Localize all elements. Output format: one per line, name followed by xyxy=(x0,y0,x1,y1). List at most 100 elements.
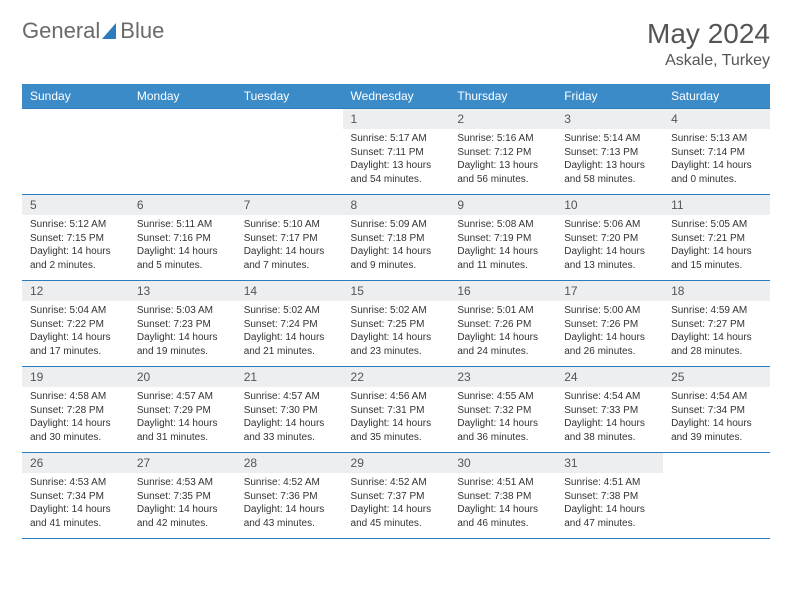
day-number: 18 xyxy=(663,281,770,301)
calendar-cell xyxy=(663,453,770,539)
calendar-cell: 12Sunrise: 5:04 AMSunset: 7:22 PMDayligh… xyxy=(22,281,129,367)
calendar-cell: 20Sunrise: 4:57 AMSunset: 7:29 PMDayligh… xyxy=(129,367,236,453)
day-number: 22 xyxy=(343,367,450,387)
calendar-week: 5Sunrise: 5:12 AMSunset: 7:15 PMDaylight… xyxy=(22,195,770,281)
calendar-week: 26Sunrise: 4:53 AMSunset: 7:34 PMDayligh… xyxy=(22,453,770,539)
calendar-cell: 28Sunrise: 4:52 AMSunset: 7:36 PMDayligh… xyxy=(236,453,343,539)
logo-sail-icon xyxy=(102,23,116,39)
day-details: Sunrise: 5:17 AMSunset: 7:11 PMDaylight:… xyxy=(343,129,450,190)
day-number: 12 xyxy=(22,281,129,301)
calendar-cell: 10Sunrise: 5:06 AMSunset: 7:20 PMDayligh… xyxy=(556,195,663,281)
day-number: 7 xyxy=(236,195,343,215)
calendar-cell xyxy=(22,109,129,195)
calendar-cell: 4Sunrise: 5:13 AMSunset: 7:14 PMDaylight… xyxy=(663,109,770,195)
day-header: Friday xyxy=(556,84,663,109)
calendar-cell: 23Sunrise: 4:55 AMSunset: 7:32 PMDayligh… xyxy=(449,367,556,453)
logo: General Blue xyxy=(22,18,164,44)
day-number: 25 xyxy=(663,367,770,387)
day-header: Wednesday xyxy=(343,84,450,109)
calendar-cell: 16Sunrise: 5:01 AMSunset: 7:26 PMDayligh… xyxy=(449,281,556,367)
calendar-week: 19Sunrise: 4:58 AMSunset: 7:28 PMDayligh… xyxy=(22,367,770,453)
calendar-week: 12Sunrise: 5:04 AMSunset: 7:22 PMDayligh… xyxy=(22,281,770,367)
day-number: 1 xyxy=(343,109,450,129)
day-number: 11 xyxy=(663,195,770,215)
day-details: Sunrise: 5:01 AMSunset: 7:26 PMDaylight:… xyxy=(449,301,556,362)
calendar-cell: 8Sunrise: 5:09 AMSunset: 7:18 PMDaylight… xyxy=(343,195,450,281)
day-details: Sunrise: 4:56 AMSunset: 7:31 PMDaylight:… xyxy=(343,387,450,448)
calendar-cell: 27Sunrise: 4:53 AMSunset: 7:35 PMDayligh… xyxy=(129,453,236,539)
calendar-cell: 24Sunrise: 4:54 AMSunset: 7:33 PMDayligh… xyxy=(556,367,663,453)
day-details: Sunrise: 4:51 AMSunset: 7:38 PMDaylight:… xyxy=(556,473,663,534)
calendar-cell: 14Sunrise: 5:02 AMSunset: 7:24 PMDayligh… xyxy=(236,281,343,367)
calendar-cell: 5Sunrise: 5:12 AMSunset: 7:15 PMDaylight… xyxy=(22,195,129,281)
calendar-cell: 1Sunrise: 5:17 AMSunset: 7:11 PMDaylight… xyxy=(343,109,450,195)
day-number: 20 xyxy=(129,367,236,387)
calendar-cell: 15Sunrise: 5:02 AMSunset: 7:25 PMDayligh… xyxy=(343,281,450,367)
day-details: Sunrise: 5:08 AMSunset: 7:19 PMDaylight:… xyxy=(449,215,556,276)
calendar-table: SundayMondayTuesdayWednesdayThursdayFrid… xyxy=(22,84,770,539)
day-number: 23 xyxy=(449,367,556,387)
day-details: Sunrise: 5:10 AMSunset: 7:17 PMDaylight:… xyxy=(236,215,343,276)
calendar-cell: 7Sunrise: 5:10 AMSunset: 7:17 PMDaylight… xyxy=(236,195,343,281)
day-details: Sunrise: 4:54 AMSunset: 7:33 PMDaylight:… xyxy=(556,387,663,448)
calendar-cell: 21Sunrise: 4:57 AMSunset: 7:30 PMDayligh… xyxy=(236,367,343,453)
day-details: Sunrise: 5:11 AMSunset: 7:16 PMDaylight:… xyxy=(129,215,236,276)
calendar-cell: 13Sunrise: 5:03 AMSunset: 7:23 PMDayligh… xyxy=(129,281,236,367)
calendar-week: 1Sunrise: 5:17 AMSunset: 7:11 PMDaylight… xyxy=(22,109,770,195)
title-block: May 2024 Askale, Turkey xyxy=(647,18,770,70)
day-details: Sunrise: 4:58 AMSunset: 7:28 PMDaylight:… xyxy=(22,387,129,448)
calendar-cell: 26Sunrise: 4:53 AMSunset: 7:34 PMDayligh… xyxy=(22,453,129,539)
day-header: Saturday xyxy=(663,84,770,109)
day-details: Sunrise: 5:05 AMSunset: 7:21 PMDaylight:… xyxy=(663,215,770,276)
calendar-cell xyxy=(236,109,343,195)
day-header: Sunday xyxy=(22,84,129,109)
day-details: Sunrise: 4:55 AMSunset: 7:32 PMDaylight:… xyxy=(449,387,556,448)
calendar-head: SundayMondayTuesdayWednesdayThursdayFrid… xyxy=(22,84,770,109)
day-number: 24 xyxy=(556,367,663,387)
day-details: Sunrise: 4:51 AMSunset: 7:38 PMDaylight:… xyxy=(449,473,556,534)
day-number: 26 xyxy=(22,453,129,473)
calendar-cell: 22Sunrise: 4:56 AMSunset: 7:31 PMDayligh… xyxy=(343,367,450,453)
logo-text-blue: Blue xyxy=(120,18,164,44)
calendar-body: 1Sunrise: 5:17 AMSunset: 7:11 PMDaylight… xyxy=(22,109,770,539)
calendar-cell: 3Sunrise: 5:14 AMSunset: 7:13 PMDaylight… xyxy=(556,109,663,195)
header: General Blue May 2024 Askale, Turkey xyxy=(22,18,770,70)
calendar-cell: 25Sunrise: 4:54 AMSunset: 7:34 PMDayligh… xyxy=(663,367,770,453)
day-number: 10 xyxy=(556,195,663,215)
day-number: 9 xyxy=(449,195,556,215)
day-details: Sunrise: 5:00 AMSunset: 7:26 PMDaylight:… xyxy=(556,301,663,362)
day-number: 2 xyxy=(449,109,556,129)
calendar-cell: 11Sunrise: 5:05 AMSunset: 7:21 PMDayligh… xyxy=(663,195,770,281)
calendar-cell: 6Sunrise: 5:11 AMSunset: 7:16 PMDaylight… xyxy=(129,195,236,281)
calendar-cell xyxy=(129,109,236,195)
day-details: Sunrise: 5:02 AMSunset: 7:25 PMDaylight:… xyxy=(343,301,450,362)
day-number: 8 xyxy=(343,195,450,215)
day-details: Sunrise: 5:16 AMSunset: 7:12 PMDaylight:… xyxy=(449,129,556,190)
day-details: Sunrise: 4:53 AMSunset: 7:34 PMDaylight:… xyxy=(22,473,129,534)
day-number: 31 xyxy=(556,453,663,473)
day-details: Sunrise: 4:57 AMSunset: 7:30 PMDaylight:… xyxy=(236,387,343,448)
day-details: Sunrise: 5:12 AMSunset: 7:15 PMDaylight:… xyxy=(22,215,129,276)
day-number: 19 xyxy=(22,367,129,387)
day-details: Sunrise: 5:06 AMSunset: 7:20 PMDaylight:… xyxy=(556,215,663,276)
day-number: 16 xyxy=(449,281,556,301)
day-details: Sunrise: 4:53 AMSunset: 7:35 PMDaylight:… xyxy=(129,473,236,534)
day-header: Monday xyxy=(129,84,236,109)
day-number: 6 xyxy=(129,195,236,215)
day-number: 17 xyxy=(556,281,663,301)
day-number: 5 xyxy=(22,195,129,215)
day-details: Sunrise: 5:09 AMSunset: 7:18 PMDaylight:… xyxy=(343,215,450,276)
day-details: Sunrise: 5:04 AMSunset: 7:22 PMDaylight:… xyxy=(22,301,129,362)
day-details: Sunrise: 5:14 AMSunset: 7:13 PMDaylight:… xyxy=(556,129,663,190)
calendar-cell: 9Sunrise: 5:08 AMSunset: 7:19 PMDaylight… xyxy=(449,195,556,281)
calendar-cell: 18Sunrise: 4:59 AMSunset: 7:27 PMDayligh… xyxy=(663,281,770,367)
day-number: 30 xyxy=(449,453,556,473)
day-number: 15 xyxy=(343,281,450,301)
month-title: May 2024 xyxy=(647,18,770,50)
day-number: 29 xyxy=(343,453,450,473)
day-number: 3 xyxy=(556,109,663,129)
day-details: Sunrise: 4:59 AMSunset: 7:27 PMDaylight:… xyxy=(663,301,770,362)
calendar-cell: 19Sunrise: 4:58 AMSunset: 7:28 PMDayligh… xyxy=(22,367,129,453)
day-header: Thursday xyxy=(449,84,556,109)
day-details: Sunrise: 4:57 AMSunset: 7:29 PMDaylight:… xyxy=(129,387,236,448)
